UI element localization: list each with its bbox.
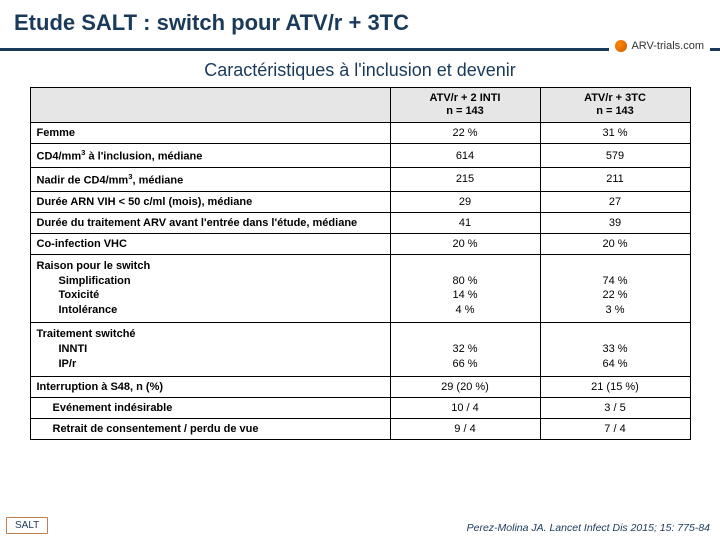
study-badge: SALT — [6, 517, 48, 534]
table-row: Interruption à S48, n (%) 29 (20 %) 21 (… — [30, 376, 690, 397]
row-v1: 10 / 4 — [390, 397, 540, 418]
row-v2: 39 — [540, 212, 690, 233]
row-label: Traitement switché INNTI IP/r — [30, 323, 390, 377]
row-label: Raison pour le switch Simplification Tox… — [30, 254, 390, 322]
row-v1: 32 %66 % — [390, 323, 540, 377]
col2-header: ATV/r + 3TCn = 143 — [540, 88, 690, 123]
row-v1: 29 (20 %) — [390, 376, 540, 397]
row-v2: 74 %22 %3 % — [540, 254, 690, 322]
citation: Perez-Molina JA. Lancet Infect Dis 2015;… — [467, 522, 710, 534]
row-v1: 29 — [390, 191, 540, 212]
row-label: Interruption à S48, n (%) — [30, 376, 390, 397]
brand-logo: ARV-trials.com — [609, 40, 710, 52]
row-v2: 3 / 5 — [540, 397, 690, 418]
row-v2: 211 — [540, 168, 690, 192]
table-row: Durée ARN VIH < 50 c/ml (mois), médiane … — [30, 191, 690, 212]
row-label: Retrait de consentement / perdu de vue — [30, 418, 390, 439]
row-v2: 21 (15 %) — [540, 376, 690, 397]
table-row: Durée du traitement ARV avant l'entrée d… — [30, 212, 690, 233]
row-v1: 20 % — [390, 233, 540, 254]
table-row: Nadir de CD4/mm3, médiane 215 211 — [30, 168, 690, 192]
row-v1: 80 %14 %4 % — [390, 254, 540, 322]
row-v1: 215 — [390, 168, 540, 192]
table-header-row: ATV/r + 2 INTIn = 143 ATV/r + 3TCn = 143 — [30, 88, 690, 123]
row-v2: 7 / 4 — [540, 418, 690, 439]
row-v1: 614 — [390, 144, 540, 168]
row-label: Femme — [30, 123, 390, 144]
brand-text: ARV-trials.com — [631, 40, 704, 52]
row-label: Co-infection VHC — [30, 233, 390, 254]
page-title: Etude SALT : switch pour ATV/r + 3TC — [0, 0, 720, 42]
subtitle: Caractéristiques à l'inclusion et deveni… — [0, 60, 720, 81]
row-v1: 9 / 4 — [390, 418, 540, 439]
row-v2: 579 — [540, 144, 690, 168]
row-label: CD4/mm3 à l'inclusion, médiane — [30, 144, 390, 168]
table-row: Raison pour le switch Simplification Tox… — [30, 254, 690, 322]
row-label: Nadir de CD4/mm3, médiane — [30, 168, 390, 192]
header-rule: ARV-trials.com — [0, 42, 720, 56]
table-row: Femme 22 % 31 % — [30, 123, 690, 144]
row-v1: 41 — [390, 212, 540, 233]
globe-icon — [615, 40, 627, 52]
row-label: Durée du traitement ARV avant l'entrée d… — [30, 212, 390, 233]
table-row: CD4/mm3 à l'inclusion, médiane 614 579 — [30, 144, 690, 168]
row-v1: 22 % — [390, 123, 540, 144]
row-label: Evénement indésirable — [30, 397, 390, 418]
row-v2: 27 — [540, 191, 690, 212]
table-row: Co-infection VHC 20 % 20 % — [30, 233, 690, 254]
col1-header: ATV/r + 2 INTIn = 143 — [390, 88, 540, 123]
header-blank — [30, 88, 390, 123]
table-row: Retrait de consentement / perdu de vue 9… — [30, 418, 690, 439]
table-row: Traitement switché INNTI IP/r 32 %66 % 3… — [30, 323, 690, 377]
row-v2: 31 % — [540, 123, 690, 144]
row-v2: 33 %64 % — [540, 323, 690, 377]
row-label: Durée ARN VIH < 50 c/ml (mois), médiane — [30, 191, 390, 212]
row-v2: 20 % — [540, 233, 690, 254]
characteristics-table: ATV/r + 2 INTIn = 143 ATV/r + 3TCn = 143… — [30, 87, 691, 440]
table-row: Evénement indésirable 10 / 4 3 / 5 — [30, 397, 690, 418]
